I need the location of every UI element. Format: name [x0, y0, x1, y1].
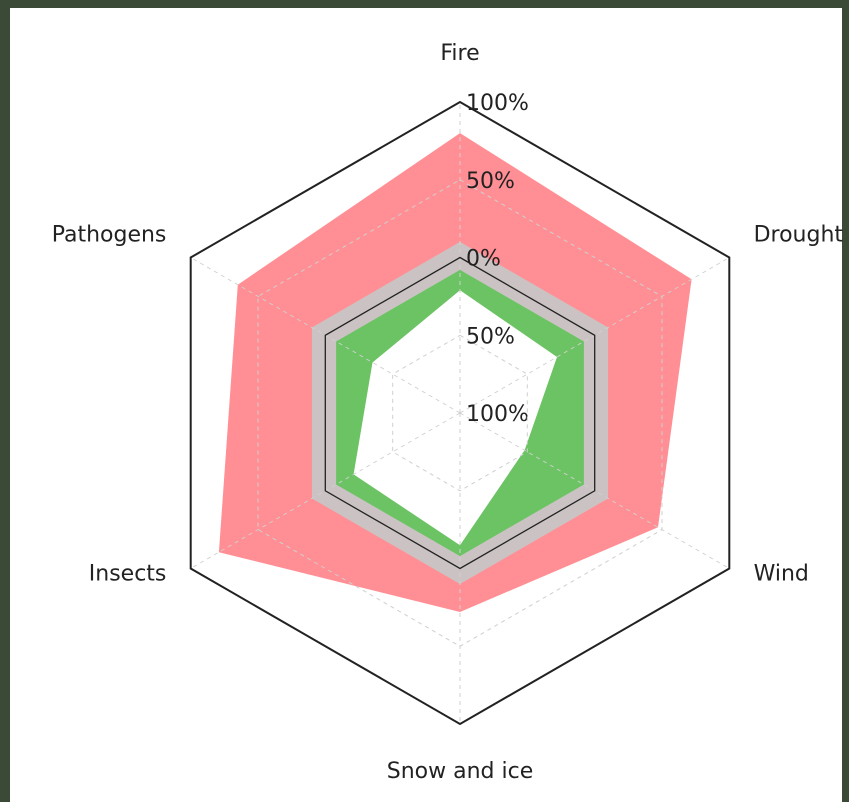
- axis-label: Insects: [89, 562, 167, 587]
- axis-label: Wind: [754, 562, 809, 587]
- axis-label: Pathogens: [52, 223, 167, 248]
- r-tick-label: 50%: [466, 169, 515, 194]
- r-tick-label: 100%: [466, 402, 529, 427]
- chart: 100% 50% 0% 50% 100% Fire Drought Wind Snow and …: [0, 0, 849, 802]
- r-tick-label: 100%: [466, 91, 529, 116]
- r-tick-label: 0%: [466, 247, 501, 272]
- axis-label: Snow and ice: [387, 759, 533, 784]
- axis-label: Fire: [440, 41, 479, 66]
- axis-label: Drought: [754, 223, 844, 248]
- page: 100% 50% 0% 50% 100% Fire Drought Wind Snow and …: [0, 0, 849, 802]
- r-tick-label: 50%: [466, 324, 515, 349]
